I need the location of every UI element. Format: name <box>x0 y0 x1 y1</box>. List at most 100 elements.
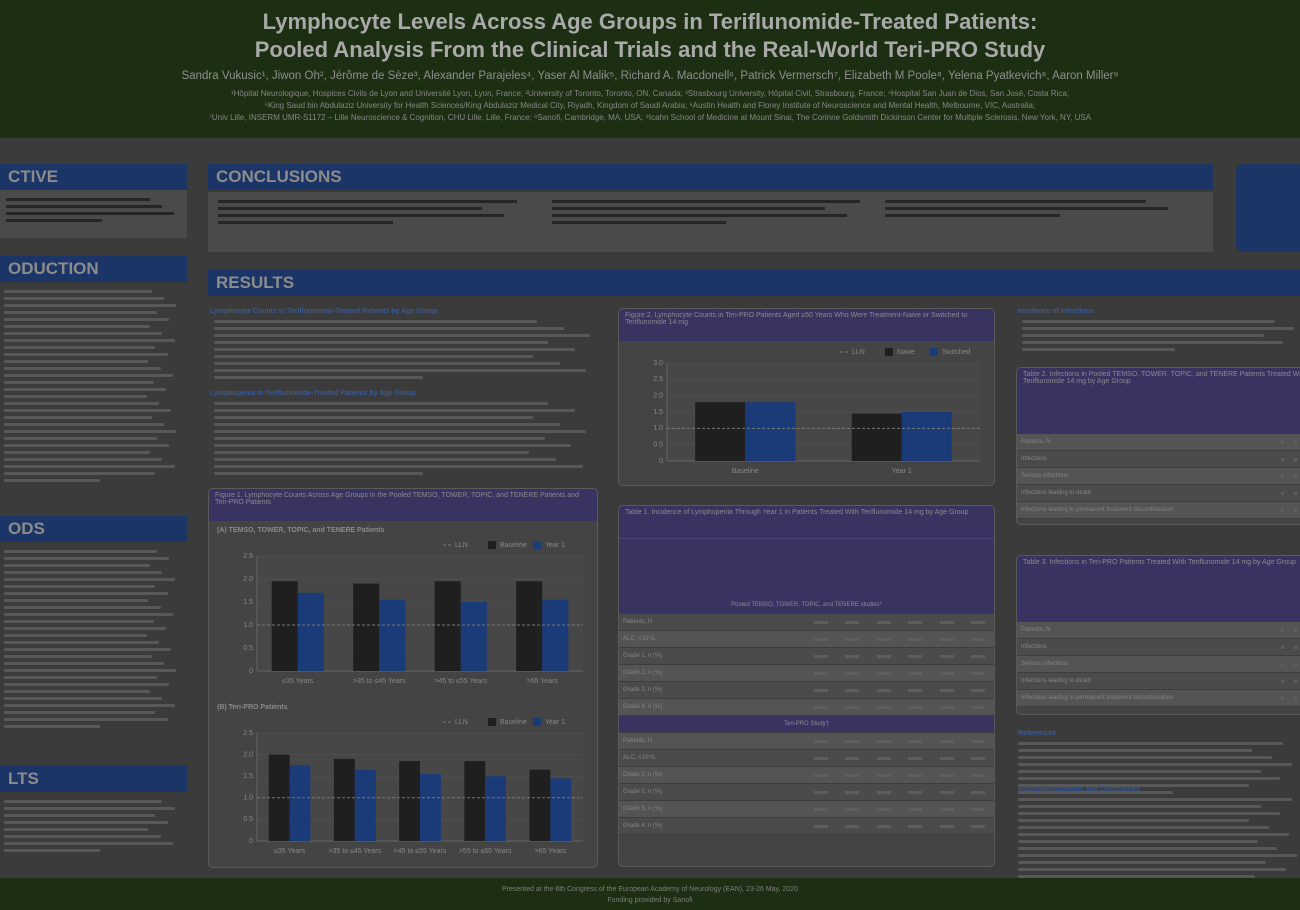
legend-swatch <box>930 348 938 356</box>
title: Lymphocyte Levels Across Age Groups in T… <box>0 8 1300 64</box>
cell <box>1289 689 1300 707</box>
text-line <box>214 362 560 365</box>
cell-blur <box>845 654 860 658</box>
cell <box>868 766 900 784</box>
cell <box>962 698 994 716</box>
table-row: Patients, N <box>1017 622 1300 639</box>
body-text <box>1022 320 1300 360</box>
text-line <box>4 479 100 482</box>
intro-text <box>0 290 182 505</box>
table-row: Grade 4, n (%) <box>619 817 994 835</box>
cell <box>1276 484 1290 502</box>
cell <box>836 766 869 784</box>
cell-blur <box>876 688 891 692</box>
cell <box>899 681 931 699</box>
cell-blur <box>813 773 828 777</box>
cell <box>805 800 837 818</box>
text-line <box>551 200 860 203</box>
cell <box>868 800 900 818</box>
cell <box>930 817 963 835</box>
text-line <box>1018 833 1289 836</box>
text-line <box>4 325 151 328</box>
cell <box>899 817 931 835</box>
cell-blur <box>876 790 891 794</box>
objective-text <box>0 190 187 238</box>
row-label: Infections leading to permanent treatmen… <box>1017 689 1277 707</box>
text-line <box>551 221 727 224</box>
text-line <box>4 550 158 553</box>
panel-label: (B) Teri-PRO Patients <box>217 704 288 711</box>
cell <box>836 783 869 801</box>
cell <box>899 630 931 648</box>
text-line <box>4 669 177 672</box>
text-line <box>4 683 170 686</box>
cell <box>930 749 963 767</box>
cell-blur <box>813 637 828 641</box>
section-header: RESULTS <box>208 270 1300 296</box>
table-title: Table 3. Infections in Teri-PRO Patients… <box>1017 556 1300 588</box>
cell <box>899 800 931 818</box>
cell <box>1276 501 1290 519</box>
cell-blur <box>876 824 891 828</box>
y-tick-label: 2.0 <box>243 751 253 758</box>
cell-blur <box>939 654 954 658</box>
legend-label: Year 1 <box>545 719 565 726</box>
cell-blur <box>813 671 828 675</box>
cell-blur <box>908 790 923 794</box>
text-line <box>214 334 591 337</box>
x-tick-label: >45 to ≤55 Years <box>394 848 447 855</box>
cell-blur <box>971 705 986 709</box>
row-label: Infections <box>1017 450 1277 468</box>
y-tick-label: 1.5 <box>653 409 663 416</box>
text-line <box>4 346 156 349</box>
row-label: Grade 3, n (%) <box>619 681 806 699</box>
cell-blur <box>1294 662 1298 666</box>
cell-blur <box>908 773 923 777</box>
table-row: Grade 2, n (%) <box>619 783 994 801</box>
text-line <box>4 311 158 314</box>
text-line <box>4 585 156 588</box>
figure-1: Figure 1. Lymphocyte Counts Across Age G… <box>208 488 598 868</box>
row-label: Grade 2, n (%) <box>619 783 806 801</box>
text-line <box>4 599 149 602</box>
cell-blur <box>813 756 828 760</box>
text-line <box>4 704 175 707</box>
table-2: Table 2. Infections in Pooled TEMSO, TOW… <box>1016 367 1300 525</box>
bar <box>901 412 952 461</box>
text-line <box>551 214 848 217</box>
table-row: Infections leading to death <box>1017 672 1300 690</box>
row-label: Grade 1, n (%) <box>619 766 806 784</box>
row-label: Patients, N <box>1017 434 1277 451</box>
title-line: Pooled Analysis From the Clinical Trials… <box>254 37 1046 62</box>
cell-blur <box>876 807 891 811</box>
cell <box>1289 655 1300 673</box>
y-tick-label: 2.5 <box>243 553 253 560</box>
cell-blur <box>939 824 954 828</box>
table-row: Patients, N <box>619 613 994 631</box>
text-line <box>214 472 423 475</box>
text-line <box>1022 341 1284 344</box>
affiliation: ⁵King Saud bin Abdulaziz University for … <box>264 101 1036 110</box>
row-label: Infections leading to death <box>1017 484 1277 502</box>
cell <box>962 732 994 750</box>
cell <box>836 800 869 818</box>
cell <box>805 783 837 801</box>
row-label: Grade 2, n (%) <box>619 664 806 682</box>
cell-blur <box>813 654 828 658</box>
text-line <box>4 620 154 623</box>
bar <box>297 592 324 671</box>
bar <box>379 599 406 671</box>
cell <box>1289 501 1300 519</box>
cell-blur <box>813 705 828 709</box>
affiliation: ⁷Univ Lille, INSERM UMR-S1172 – Lille Ne… <box>208 113 1092 122</box>
text-line <box>885 214 1061 217</box>
text-line <box>4 437 158 440</box>
cell <box>962 800 994 818</box>
text-line <box>1022 320 1275 323</box>
cell <box>962 783 994 801</box>
cell <box>1289 467 1300 485</box>
table-row: Grade 2, n (%) <box>619 664 994 682</box>
table-row: Infections leading to permanent treatmen… <box>1017 689 1300 707</box>
y-tick-label: 1.5 <box>243 599 253 606</box>
text-line <box>4 423 165 426</box>
